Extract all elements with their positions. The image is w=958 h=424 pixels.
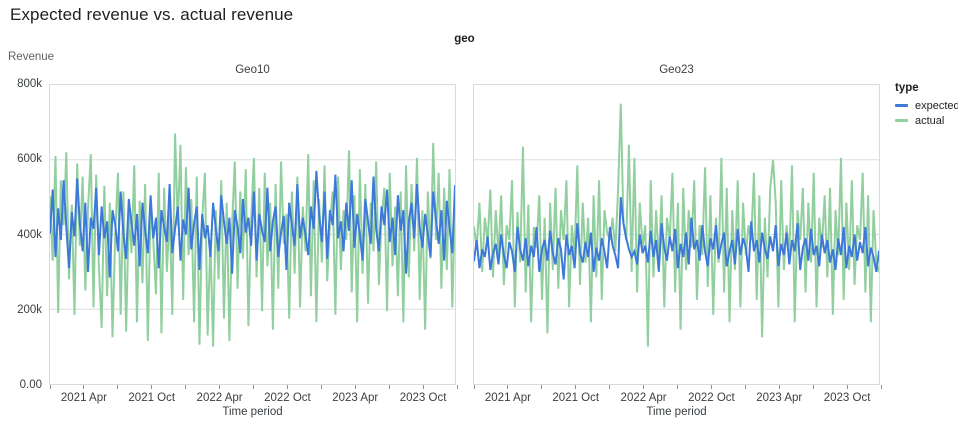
legend: type expected actual [895,82,958,128]
x-axis-title: Time period [646,406,707,418]
x-tick [219,385,221,389]
x-tick [456,385,458,389]
x-tick [778,385,780,389]
x-tick-label: 2023 Oct [399,392,447,404]
line-chart-geo10[interactable] [50,85,455,384]
x-tick [710,385,712,389]
x-tick [151,385,153,389]
x-tick-label: 2021 Apr [60,392,107,404]
x-tick [253,385,254,389]
x-tick [609,385,611,389]
x-tick [880,385,882,389]
x-tick [575,385,577,389]
series-line-expected [474,197,879,280]
legend-item-expected: expected [895,98,958,113]
x-tick [388,385,390,389]
x-tick [49,385,51,389]
x-tick [846,385,848,389]
x-tick [507,385,509,389]
facet-title: Geo10 [235,64,270,76]
facet-plot-geo10[interactable]: Geo10 2021 Apr 2021 Oct 2022 Apr 2022 Oct 20… [49,64,458,418]
x-tick [812,385,814,389]
x-tick [744,385,746,389]
x-tick-label: 2022 Oct [264,392,311,404]
y-tick-label: 0.00 [19,379,42,391]
series-line-expected [50,170,455,278]
x-tick [117,385,119,389]
legend-label: actual [915,114,945,127]
x-tick-label: 2023 Oct [823,392,871,404]
legend-item-actual: actual [895,113,957,128]
expected-line-swatch-icon [895,104,908,107]
legend-label: expected [915,99,958,112]
actual-line-swatch-icon [895,119,908,122]
x-tick-label: 2021 Oct [128,392,176,404]
x-tick [473,385,475,389]
x-tick [83,385,85,389]
x-tick [422,385,424,389]
chart-title: Expected revenue vs. actual revenue [10,5,294,24]
line-chart-geo23[interactable] [474,85,879,384]
x-tick [677,385,678,389]
x-tick [354,385,356,389]
facet-field-header: geo [454,33,475,45]
facet-plot-geo23[interactable]: Geo23 2021 Apr 2021 Oct 2022 Apr 2022 Oct 20… [473,64,882,418]
x-tick-label: 2021 Oct [552,392,600,404]
x-tick-label: 2022 Apr [196,392,243,404]
y-tick-label: 600k [17,153,42,166]
y-tick-label: 200k [17,303,42,316]
y-axis-title: Revenue [8,51,55,63]
y-tick-label: 400k [17,228,42,241]
y-tick-label: 800k [17,78,42,90]
x-tick-label: 2023 Apr [756,392,803,404]
x-tick [286,385,288,389]
x-tick-label: 2022 Oct [688,392,735,404]
x-tick-label: 2023 Apr [332,392,379,404]
x-tick-label: 2021 Apr [484,392,531,404]
x-tick [320,385,322,389]
x-tick [185,385,187,389]
series-line-actual [50,133,455,347]
legend-title: type [895,82,919,94]
facet-title: Geo23 [659,64,694,76]
x-tick-label: 2022 Apr [620,392,667,404]
x-tick [643,385,645,389]
x-tick [541,385,543,389]
series-line-actual [474,103,879,347]
x-axis-title: Time period [222,406,283,418]
